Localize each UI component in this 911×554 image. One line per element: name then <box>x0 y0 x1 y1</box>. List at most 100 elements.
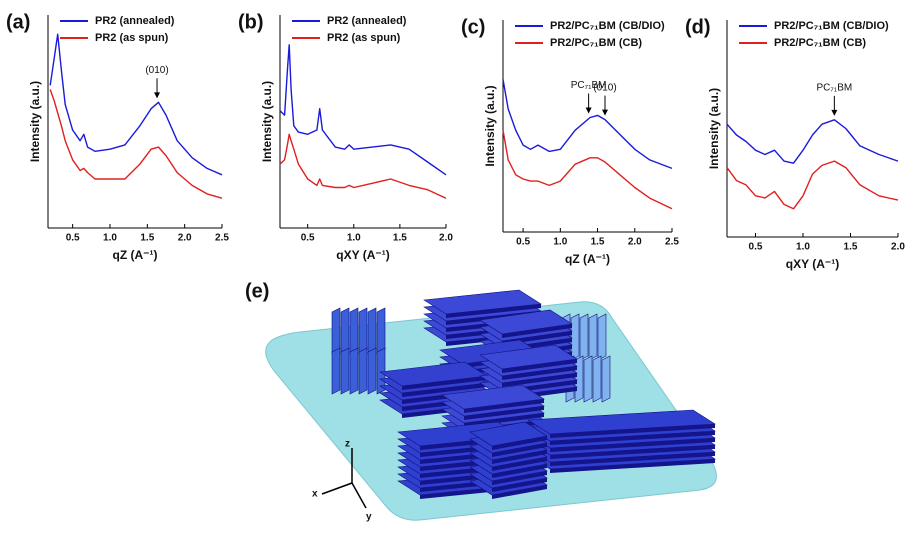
standing-slab <box>570 313 580 361</box>
series-line <box>502 79 673 170</box>
x-tick-label: 1.0 <box>553 237 567 248</box>
y-axis-label: Intensity (a.u.) <box>28 81 42 162</box>
x-axis-label: qZ (A⁻¹) <box>565 252 610 266</box>
slab-edge <box>550 438 715 452</box>
panel-label: (d) <box>685 16 711 38</box>
annotation: (010) <box>145 65 168 76</box>
standing-slab <box>367 347 377 395</box>
legend-label: PR2/PC₇₁BM (CB/DIO) <box>550 20 665 32</box>
x-tick-label: 0.5 <box>66 233 80 244</box>
slab-edge <box>550 452 715 466</box>
x-label: x <box>312 489 318 500</box>
x-tick-label: 1.0 <box>347 233 361 244</box>
series-line <box>726 119 899 164</box>
panel-label: (c) <box>461 16 485 38</box>
x-axis-label: qXY (A⁻¹) <box>336 248 389 262</box>
slab-edge <box>446 304 541 318</box>
slab-edge <box>492 457 547 471</box>
slab-edge <box>402 383 487 397</box>
slab-edge <box>492 436 547 450</box>
x-tick-label: 1.0 <box>796 242 810 253</box>
standing-slab <box>367 307 377 355</box>
annotation-arrowhead <box>154 92 161 99</box>
annotation-arrowhead <box>585 107 592 114</box>
panel-label: (e) <box>245 280 269 302</box>
chart-panel: 0.5 1.0 1.5 2.0 2.5 qZ (A⁻¹) Intensity (a.u.) (… <box>6 11 229 262</box>
x-tick-label: 0.5 <box>749 242 763 253</box>
legend-label: PR2 (as spun) <box>327 32 401 44</box>
legend-label: PR2/PC₇₁BM (CB/DIO) <box>774 20 889 32</box>
x-axis-label: qXY (A⁻¹) <box>786 257 839 271</box>
standing-slab <box>358 347 368 395</box>
legend-label: PR2 (as spun) <box>95 32 169 44</box>
series-line <box>279 133 447 199</box>
x-tick-label: 2.5 <box>215 233 229 244</box>
standing-slab <box>592 355 602 403</box>
x-tick-label: 1.5 <box>140 233 154 244</box>
slab-edge <box>464 406 544 420</box>
legend-label: PR2/PC₇₁BM (CB) <box>550 37 642 49</box>
x-tick-label: 1.5 <box>844 242 858 253</box>
series-line <box>49 89 223 199</box>
coordinate-axes <box>321 448 367 509</box>
standing-slab <box>349 307 359 355</box>
standing-slab <box>331 307 341 355</box>
stacks <box>331 289 716 499</box>
slab-edge <box>502 366 577 380</box>
slab-edge <box>502 373 577 387</box>
slab-edge <box>550 431 715 445</box>
x-axis-label: qZ (A⁻¹) <box>113 248 158 262</box>
standing-slab <box>349 347 359 395</box>
legend-label: PR2 (annealed) <box>327 15 407 27</box>
standing-slab <box>340 307 350 355</box>
series-line <box>49 33 223 176</box>
slab-edge <box>402 376 487 390</box>
legend-label: PR2 (annealed) <box>95 15 175 27</box>
chart-panel: 0.5 1.0 1.5 2.0 2.5 qZ (A⁻¹) Intensity (a.u.) (… <box>461 16 679 266</box>
standing-slab <box>358 307 368 355</box>
z-label: z <box>345 439 350 450</box>
standing-slab <box>340 347 350 395</box>
y-axis-label: Intensity (a.u.) <box>707 88 721 169</box>
y-axis-label: Intensity (a.u.) <box>483 85 497 166</box>
x-tick-label: 0.5 <box>301 233 315 244</box>
annotation-arrowhead <box>831 109 838 116</box>
panel-label: (a) <box>6 11 30 33</box>
standing-slab <box>331 347 341 395</box>
x-tick-label: 1.5 <box>393 233 407 244</box>
series-line <box>279 44 447 176</box>
slab-edge <box>492 443 547 457</box>
annotation-arrowhead <box>601 109 608 116</box>
packing-illustration: z x y (e) <box>245 280 717 523</box>
chart-panel: 0.5 1.0 1.5 2.0 qXY (A⁻¹) Intensity (a.u.) (b)… <box>238 11 453 262</box>
y-axis-label: Intensity (a.u.) <box>260 81 274 162</box>
slab-edge <box>502 359 577 373</box>
slab-edge <box>492 485 547 499</box>
x-tick-label: 2.5 <box>665 237 679 248</box>
standing-slab <box>597 313 607 361</box>
slab-edge <box>550 459 715 473</box>
x-tick-label: 2.0 <box>178 233 192 244</box>
slab-edge <box>550 445 715 459</box>
y-axis <box>351 482 367 509</box>
annotation: PC₇₁BM <box>571 80 607 91</box>
y-label: y <box>366 512 372 523</box>
standing-slab <box>588 313 598 361</box>
x-tick-label: 2.0 <box>891 242 905 253</box>
x-tick-label: 2.0 <box>439 233 453 244</box>
standing-slab <box>583 355 593 403</box>
panel-label: (b) <box>238 11 264 33</box>
x-tick-label: 1.0 <box>103 233 117 244</box>
x-tick-label: 1.5 <box>591 237 605 248</box>
slab-edge <box>492 450 547 464</box>
x-tick-label: 0.5 <box>516 237 530 248</box>
annotation: PC₇₁BM <box>816 82 852 93</box>
slab-edge <box>492 464 547 478</box>
standing-slab <box>579 313 589 361</box>
chart-panel: 0.5 1.0 1.5 2.0 qXY (A⁻¹) Intensity (a.u.) (d)… <box>685 16 905 271</box>
slab-edge <box>492 471 547 485</box>
standing-slab <box>601 355 611 403</box>
slab-edge <box>550 424 715 438</box>
slab-edge <box>492 478 547 492</box>
